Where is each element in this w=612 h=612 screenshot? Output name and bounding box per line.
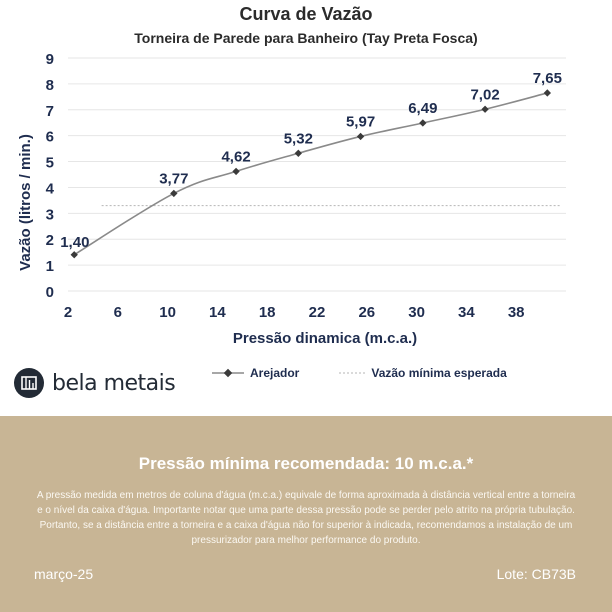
date-label: março-25 — [34, 566, 94, 582]
data-point — [232, 167, 240, 176]
pressure-note: A pressão medida em metros de coluna d'á… — [36, 490, 576, 546]
y-tick-label: 0 — [46, 284, 54, 301]
y-tick-label: 4 — [46, 180, 55, 197]
x-axis-label: Pressão dinamica (m.c.a.) — [233, 330, 417, 347]
bela-metais-logo-icon — [14, 368, 44, 398]
data-point — [419, 119, 427, 127]
chart-panel: Curva de Vazão Torneira de Parede para B… — [14, 4, 566, 398]
y-axis-label: Vazão (litros / min.) — [17, 134, 34, 271]
data-label: 4,62 — [221, 148, 250, 165]
data-label: 5,32 — [284, 130, 313, 147]
data-label: 3,77 — [159, 170, 188, 187]
brand-name: bela metais — [52, 370, 176, 396]
x-tick-label: 2 — [64, 304, 72, 321]
x-tick-label: 10 — [159, 304, 176, 321]
y-tick-label: 7 — [46, 103, 54, 120]
y-tick-label: 2 — [46, 232, 54, 249]
y-tick-label: 6 — [46, 129, 54, 146]
x-tick-label: 22 — [309, 304, 326, 321]
legend-dashed-line-icon — [339, 372, 366, 374]
legend-item-reference: Vazão mínima esperada — [339, 366, 507, 380]
x-tick-label: 18 — [259, 304, 276, 321]
legend-label-reference: Vazão mínima esperada — [371, 366, 507, 380]
recommended-pressure: Pressão mínima recomendada: 10 m.c.a.* — [138, 454, 474, 473]
data-point — [481, 105, 489, 113]
x-tick-label: 38 — [508, 304, 525, 321]
legend-label-arejador: Arejador — [250, 366, 300, 380]
data-point — [294, 149, 303, 157]
chart-title: Curva de Vazão — [239, 4, 373, 24]
chart-legend: Arejador Vazão mínima esperada — [212, 366, 547, 380]
legend-item-arejador: Arejador — [212, 366, 299, 380]
data-label: 7,65 — [533, 70, 562, 87]
y-tick-label: 3 — [46, 206, 54, 223]
legend-line-icon — [212, 368, 244, 378]
data-point — [543, 89, 552, 97]
y-tick-label: 9 — [46, 51, 54, 68]
data-label: 7,02 — [470, 86, 499, 103]
data-label: 1,40 — [60, 234, 89, 251]
data-label: 5,97 — [346, 113, 375, 130]
x-tick-label: 14 — [209, 304, 226, 321]
x-tick-label: 34 — [458, 304, 475, 321]
y-tick-label: 5 — [46, 155, 54, 172]
data-point — [170, 189, 178, 198]
lot-label: Lote: CB73B — [496, 566, 576, 582]
x-tick-label: 6 — [114, 304, 122, 321]
series-line-arejador — [73, 92, 548, 256]
y-tick-label: 1 — [46, 258, 54, 275]
data-label: 6,49 — [408, 100, 437, 117]
x-tick-label: 30 — [408, 304, 425, 321]
x-tick-label: 26 — [358, 304, 375, 321]
brand-logo: bela metais — [14, 368, 176, 398]
y-tick-label: 8 — [46, 77, 54, 94]
data-point — [356, 132, 365, 141]
data-point — [70, 251, 78, 259]
info-panel: Pressão mínima recomendada: 10 m.c.a.* A… — [0, 416, 612, 612]
chart-subtitle: Torneira de Parede para Banheiro (Tay Pr… — [134, 30, 478, 46]
